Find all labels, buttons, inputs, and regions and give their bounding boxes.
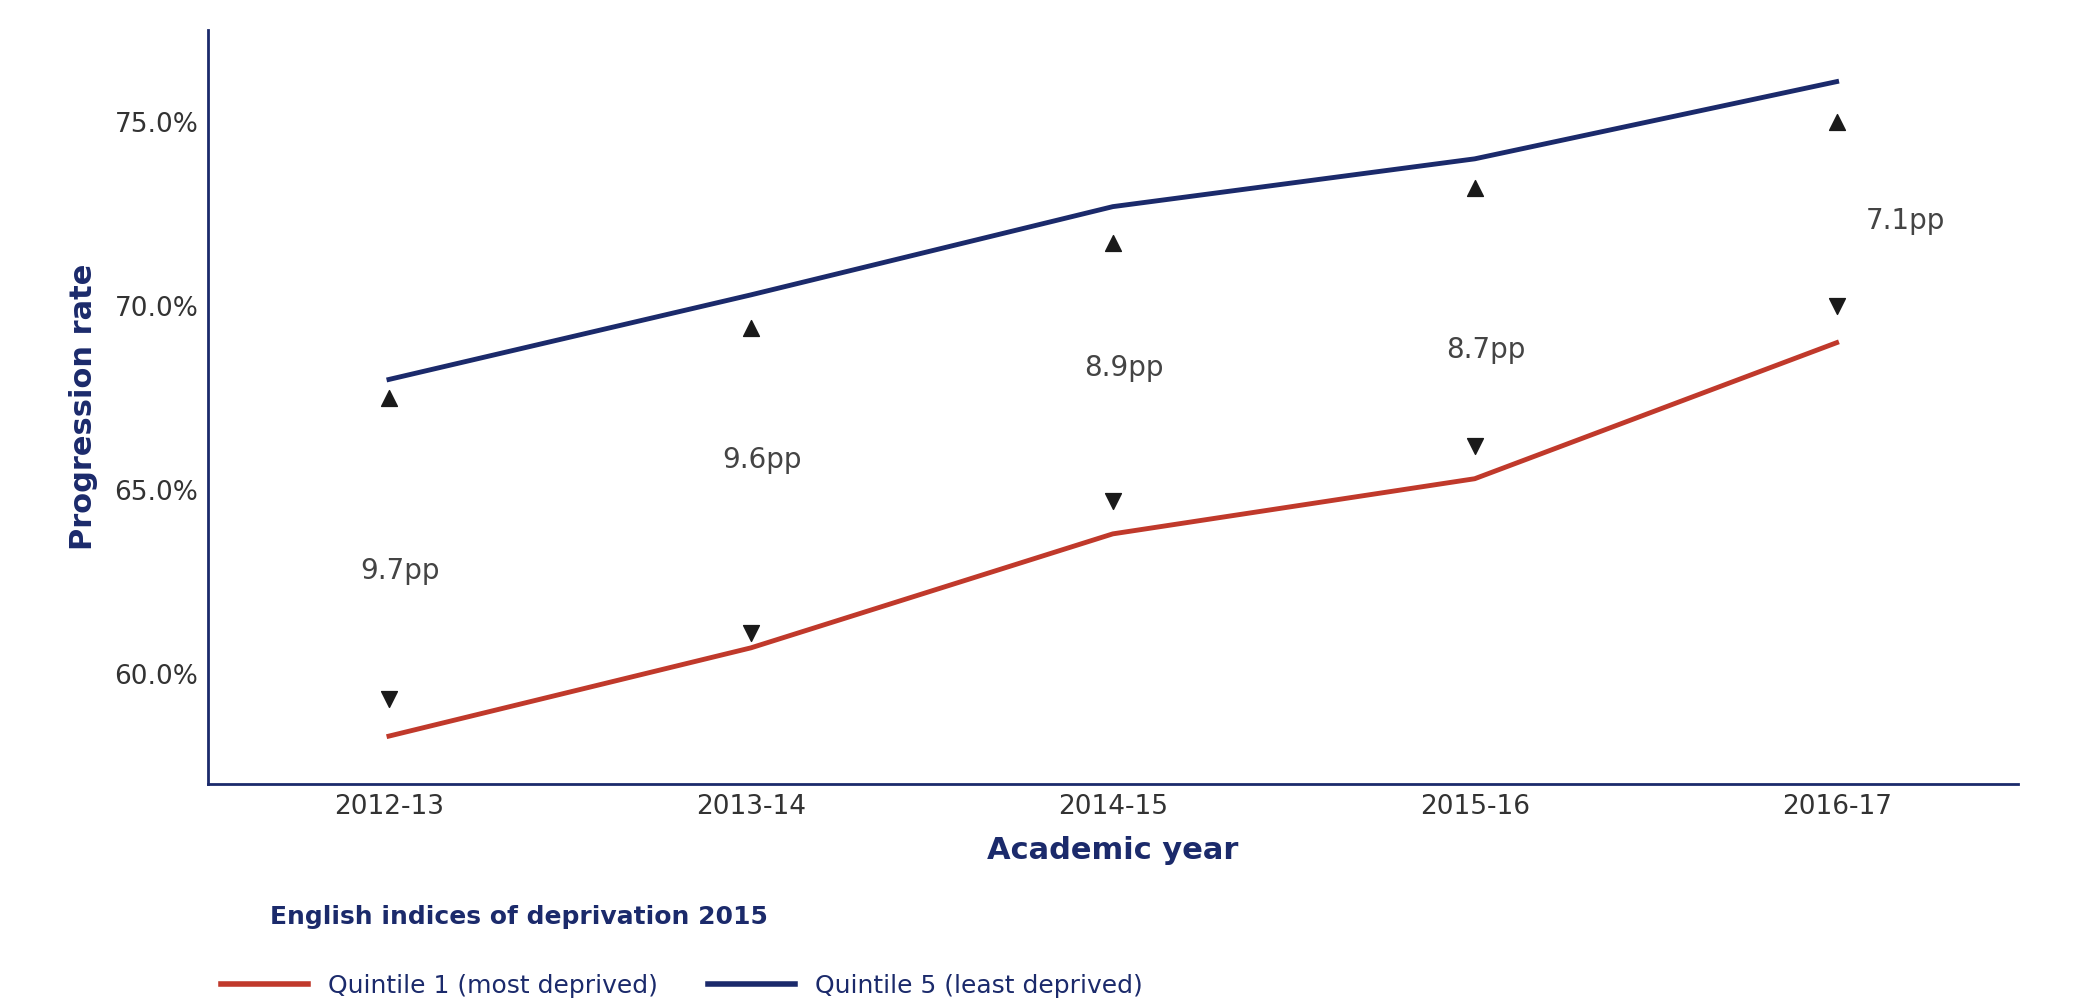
Text: 8.9pp: 8.9pp — [1084, 355, 1163, 383]
Text: 9.7pp: 9.7pp — [360, 557, 439, 585]
Text: 8.7pp: 8.7pp — [1446, 336, 1525, 364]
Point — [372, 390, 406, 406]
Y-axis label: Progression rate: Progression rate — [69, 264, 98, 550]
Text: 7.1pp: 7.1pp — [1866, 207, 1945, 235]
Point — [1096, 492, 1129, 509]
Point — [1096, 235, 1129, 251]
Point — [1820, 297, 1853, 314]
Text: English indices of deprivation 2015: English indices of deprivation 2015 — [270, 904, 768, 929]
Text: 9.6pp: 9.6pp — [722, 446, 801, 474]
Point — [1820, 114, 1853, 130]
Point — [734, 625, 768, 641]
Point — [1458, 437, 1491, 453]
Point — [1458, 180, 1491, 196]
Point — [734, 320, 768, 336]
Legend: Quintile 1 (most deprived), Quintile 5 (least deprived): Quintile 1 (most deprived), Quintile 5 (… — [220, 974, 1144, 998]
Point — [372, 691, 406, 708]
X-axis label: Academic year: Academic year — [988, 836, 1238, 865]
